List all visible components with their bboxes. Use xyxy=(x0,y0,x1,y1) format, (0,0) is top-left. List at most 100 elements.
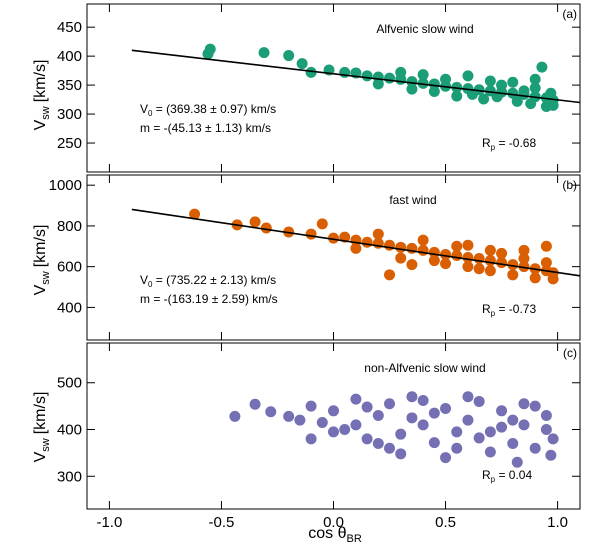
data-point xyxy=(529,400,541,412)
y-axis-label-unit: [km/s] xyxy=(32,225,49,268)
x-axis-label-main: cos θ xyxy=(308,525,346,542)
svg-text:Vsw[km/s]: Vsw [km/s] xyxy=(32,60,52,131)
data-point xyxy=(328,232,339,244)
data-point xyxy=(507,87,519,99)
v0-annotation-sub: 0 xyxy=(148,280,153,289)
data-point xyxy=(305,228,317,240)
panel-label: (a) xyxy=(562,7,577,21)
y-tick-label: 250 xyxy=(57,135,82,152)
data-point xyxy=(372,438,384,450)
data-point xyxy=(406,259,418,271)
data-point xyxy=(496,247,508,259)
panel-b: 400 600 800 1000 (b) fast wind V0 = (735.22 ± … xyxy=(49,174,581,341)
x-tick-label: -1.0 xyxy=(96,514,122,531)
data-point xyxy=(384,269,396,281)
panel-label: (b) xyxy=(562,178,577,192)
data-point xyxy=(496,405,508,417)
panel-a: 250 300 350 400 450 (a) Alfvenic slow wind V0 =… xyxy=(57,3,581,173)
data-point xyxy=(545,87,557,99)
y-tick-label: 1000 xyxy=(49,177,82,194)
panel-c: 300 400 500 -1.0 -0.5 0.0 0.5 1.0 (c) non-Alfveni… xyxy=(57,342,581,531)
x-tick-label: -0.5 xyxy=(209,514,235,531)
rp-annotation: Rp = -0.68 xyxy=(482,136,536,152)
y-tick-label: 400 xyxy=(57,48,82,65)
data-point xyxy=(428,437,440,449)
data-point xyxy=(417,244,429,256)
x-axis-label: cos θBR xyxy=(308,525,362,545)
data-point xyxy=(384,72,396,84)
data-point xyxy=(507,438,519,450)
data-point xyxy=(473,263,485,275)
data-point xyxy=(417,419,429,431)
x-tick-label: 0.5 xyxy=(435,514,456,531)
data-point xyxy=(296,58,308,70)
rp-annotation-rest: = -0.73 xyxy=(495,302,536,316)
data-point xyxy=(529,442,541,454)
data-point xyxy=(283,50,295,62)
data-point xyxy=(484,75,496,87)
rp-annotation-sub: p xyxy=(491,475,496,484)
data-point xyxy=(428,255,440,267)
y-axis-label-sub: sw xyxy=(40,271,52,285)
y-axis-label-unit: [km/s] xyxy=(32,60,49,103)
data-point xyxy=(384,442,396,454)
v0-annotation-rest: = (735.22 ± 2.13) km/s xyxy=(152,273,276,287)
y-tick-label: 800 xyxy=(57,218,82,235)
data-point xyxy=(540,240,552,252)
data-point xyxy=(417,234,429,246)
data-point xyxy=(406,76,418,88)
data-point xyxy=(328,405,339,417)
data-point xyxy=(417,395,429,407)
data-point xyxy=(384,398,396,410)
y-tick-label: 300 xyxy=(57,468,82,485)
data-point xyxy=(473,253,485,265)
data-point xyxy=(507,414,519,426)
data-point xyxy=(350,419,362,431)
data-point xyxy=(440,248,452,260)
svg-text:Vsw[km/s]: Vsw [km/s] xyxy=(32,225,52,296)
data-point xyxy=(395,66,407,78)
data-point xyxy=(350,242,362,254)
data-point xyxy=(305,66,317,78)
y-axis-label-main: V xyxy=(32,451,49,462)
data-point xyxy=(249,216,261,228)
data-point xyxy=(466,88,478,100)
data-point xyxy=(265,406,277,418)
data-point xyxy=(529,272,541,284)
data-point xyxy=(440,73,452,85)
data-point xyxy=(511,456,523,468)
data-point xyxy=(417,77,429,89)
data-point xyxy=(478,93,490,105)
slope-annotation: m = -(163.19 ± 2.59) km/s xyxy=(140,292,278,306)
data-point xyxy=(540,424,552,436)
y-tick-label: 400 xyxy=(57,299,82,316)
v0-annotation-rest: = (369.38 ± 0.97) km/s xyxy=(152,102,276,116)
data-point xyxy=(547,273,559,285)
y-axis-label-main: V xyxy=(32,284,49,295)
rp-annotation: Rp = 0.04 xyxy=(482,468,532,484)
data-point xyxy=(428,78,440,90)
data-point xyxy=(484,244,496,256)
data-point xyxy=(372,409,384,421)
panel-title: non-Alfvenic slow wind xyxy=(364,361,485,375)
scatter-points xyxy=(229,391,559,468)
data-point xyxy=(545,449,557,461)
data-point xyxy=(484,265,496,277)
data-point xyxy=(361,236,373,248)
fit-line xyxy=(131,208,581,277)
data-point xyxy=(451,442,463,454)
x-tick-label: 1.0 xyxy=(547,514,568,531)
data-point xyxy=(451,426,463,438)
data-point xyxy=(440,402,452,414)
data-point xyxy=(428,407,440,419)
data-point xyxy=(305,400,317,412)
x-tick-label: 0.0 xyxy=(323,514,344,531)
rp-annotation-main: R xyxy=(482,468,491,482)
data-point xyxy=(484,426,496,438)
data-point xyxy=(372,228,384,240)
data-point xyxy=(440,258,452,270)
rp-annotation-sub: p xyxy=(491,143,496,152)
rp-annotation-sub: p xyxy=(491,309,496,318)
y-tick-label: 450 xyxy=(57,19,82,36)
